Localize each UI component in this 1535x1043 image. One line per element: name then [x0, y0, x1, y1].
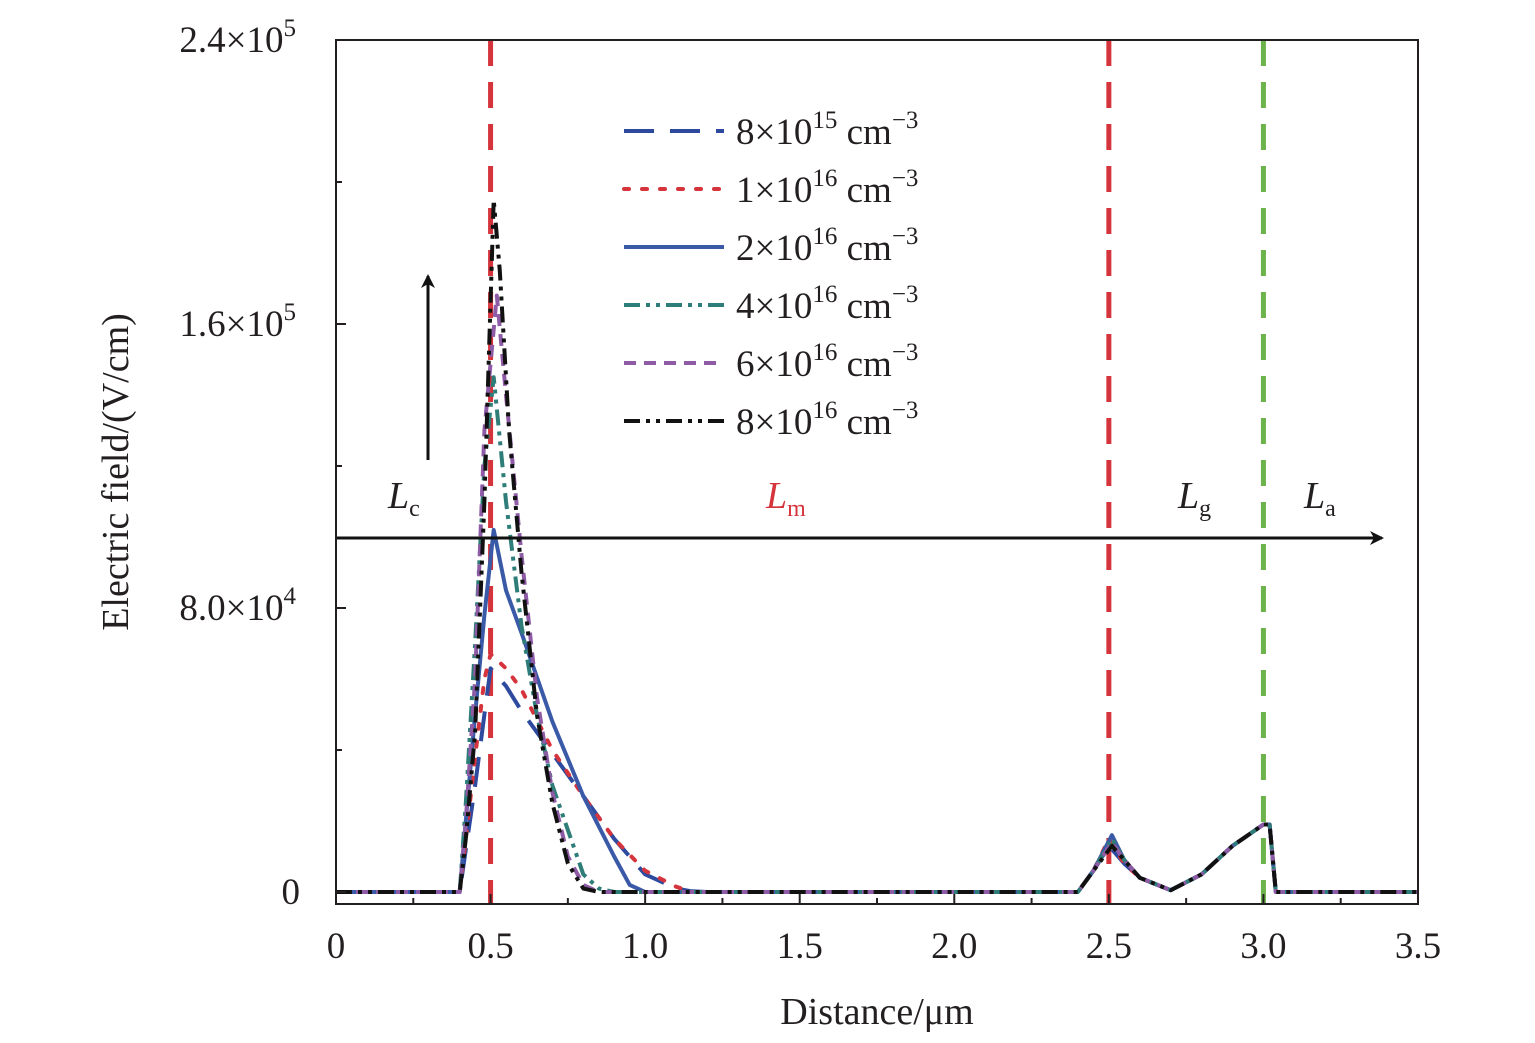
region-label-lc: Lc: [387, 475, 420, 522]
series-lines: [336, 197, 1418, 894]
y-tick-label-2: 8.0×104: [179, 583, 296, 629]
series-line-2: [336, 527, 1418, 894]
x-tick-label-3: 1.5: [777, 926, 823, 967]
y-tick-label-1: 1.6×105: [179, 299, 296, 345]
y-tick-label-0: 2.4×105: [179, 15, 296, 61]
legend: 8×1015 cm−3 1×1016 cm−3 2×1016 cm−3 4×1016 …: [622, 107, 918, 443]
x-tick-label-6: 3.0: [1240, 926, 1286, 967]
legend-label-0: 8×1015 cm−3: [736, 107, 918, 153]
region-label-lg: Lg: [1177, 475, 1211, 522]
x-tick-label-1: 0.5: [467, 926, 513, 967]
legend-label-3: 4×1016 cm−3: [736, 281, 918, 327]
x-axis-title: Distance/μm: [780, 991, 973, 1033]
region-label-lm: Lm: [765, 475, 806, 522]
axis-ticks: 0 0.5 1.0 1.5 2.0 2.5 3.0 3.5 2.4×105 1.6×105 8.0×…: [179, 15, 1441, 967]
series-line-4: [336, 293, 1418, 894]
x-tick-label-2: 1.0: [622, 926, 668, 967]
boundary-lines: [488, 40, 1266, 904]
y-tick-label-3: 0: [282, 872, 301, 913]
x-tick-label-7: 3.5: [1395, 926, 1441, 967]
legend-label-1: 1×1016 cm−3: [736, 165, 918, 211]
x-tick-label-0: 0: [327, 926, 346, 967]
region-label-la: La: [1303, 475, 1336, 522]
series-line-0: [336, 666, 1418, 894]
series-line-1: [336, 652, 1418, 894]
x-tick-label-5: 2.5: [1086, 926, 1132, 967]
legend-label-2: 2×1016 cm−3: [736, 223, 918, 269]
series-line-3: [336, 375, 1418, 894]
y-axis-title: Electric field/(V/cm): [95, 313, 137, 631]
legend-label-5: 8×1016 cm−3: [736, 397, 918, 443]
x-tick-label-4: 2.0: [931, 926, 977, 967]
legend-label-4: 6×1016 cm−3: [736, 339, 918, 385]
